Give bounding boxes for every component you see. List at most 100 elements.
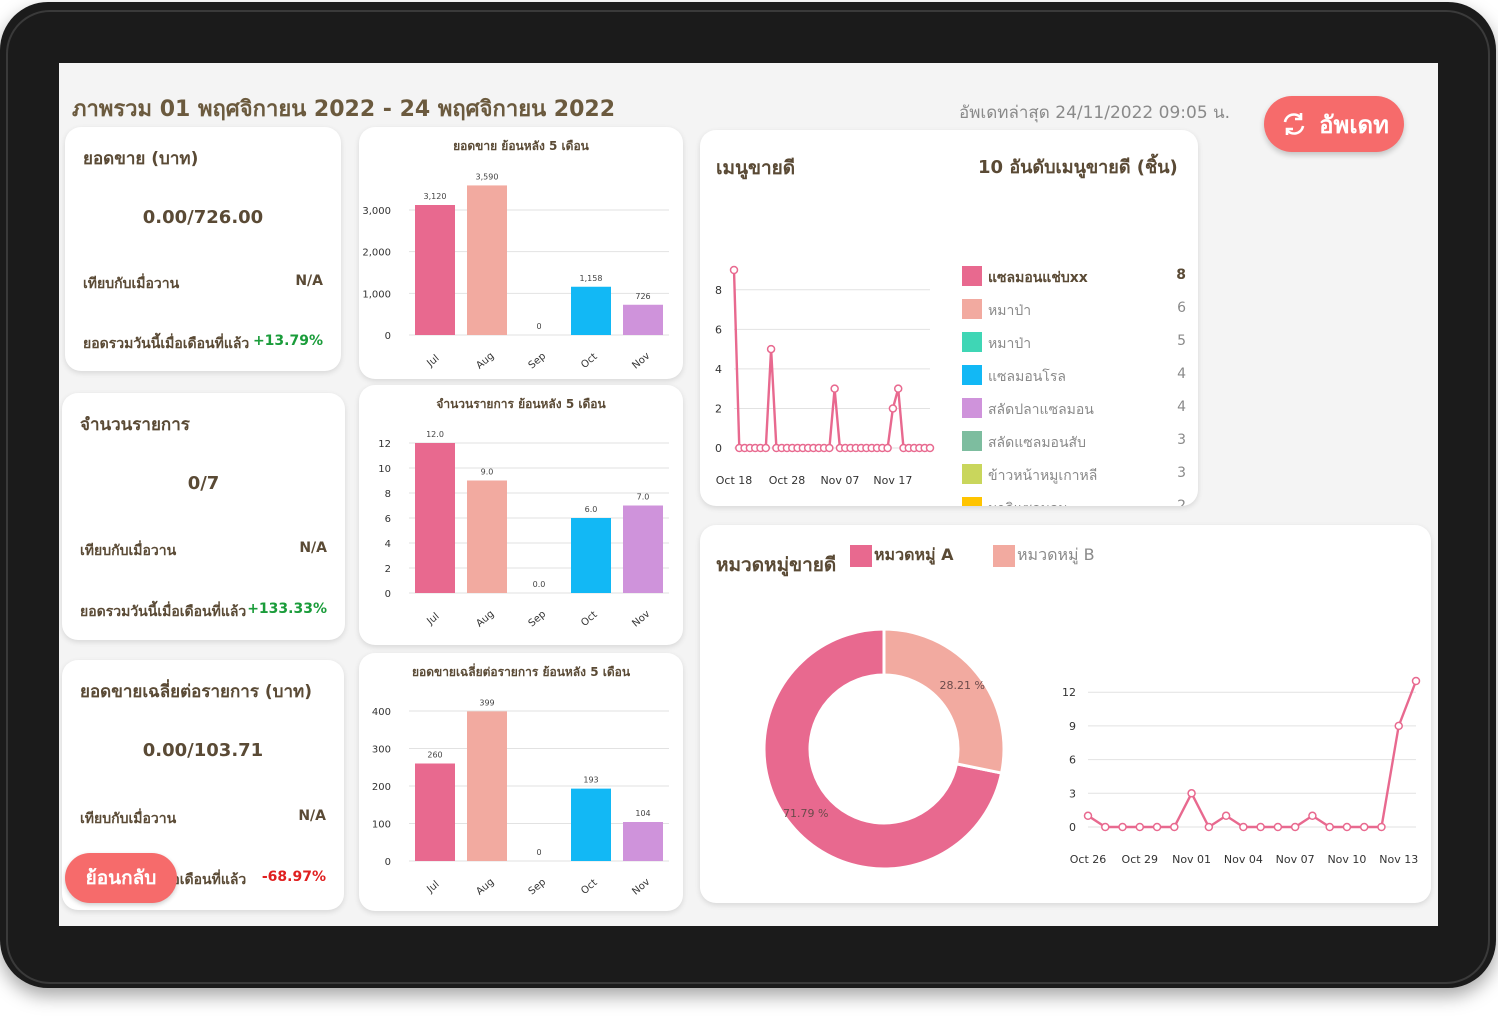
bar-jul [415,763,455,861]
menu-item-name: หมาป่า [988,303,1032,319]
menu-item-name: สลัดปลาแซลมอน [988,402,1094,418]
menu-item-name: แซลมอนแช่บxx [988,270,1088,286]
x-tick-label: Sep [527,351,549,372]
data-point [1118,822,1127,832]
data-label: 1,158 [580,274,603,283]
data-point [1308,811,1317,821]
y-tick-label: 9 [1069,720,1076,733]
legend-swatch-b [993,544,1015,567]
data-point [766,344,776,354]
data-label: 12.0 [426,430,444,439]
top-menu-item[interactable]: ข้าวหน้าหมูเกาหลี 3 [962,462,1186,486]
refresh-button[interactable]: อัพเดท [1264,96,1404,152]
bar-jul [415,443,455,593]
kpi-compare-value: N/A [299,540,327,556]
y-tick-label: 3 [1069,787,1076,800]
x-tick-label: Oct [579,877,599,897]
menu-item-swatch [962,365,982,385]
x-tick-label: Jul [424,879,441,896]
menu-item-swatch [962,332,982,352]
bar-oct [571,518,611,593]
kpi-compare-row: เทียบกับเมื่อวาน N/A [83,273,323,295]
top-menu-item[interactable]: แซลมอนแช่บxx 8 [962,264,1186,288]
bar-chart-sales: 0 1,000 2,000 3,000 3,120 Jul 3,590 Aug 0 Sep 1,15… [362,172,669,372]
data-point [761,443,771,453]
data-point [1221,811,1231,821]
data-point [883,443,892,453]
slice-label: 71.79 % [783,807,828,820]
top-menu-item[interactable]: หมาป่า 6 [962,297,1186,321]
top-menu-card: เมนูขายดี 10 อันดับเมนูขายดี (ชิ้น) 0 2 4 6… [700,130,1198,506]
top-menu-section-title: เมนูขายดี [716,157,796,179]
donut-slice [762,627,1004,871]
kpi-month-row: ยอดรวมวันนี้เมื่อเดือนที่แล้ว +13.79% [83,333,323,355]
x-tick-label: Nov 13 [1379,853,1418,866]
menu-item-name: แซลมอนโรล [988,369,1066,385]
x-tick-label: Jul [424,611,441,628]
data-point [1135,822,1145,832]
legend-swatch-a [850,544,872,567]
data-point [1377,822,1386,832]
menu-item-count: 3 [1177,465,1186,481]
menu-item-count: 8 [1176,267,1186,283]
y-tick-label: 0 [385,857,391,868]
kpi-value: 0.00/103.71 [142,740,264,761]
bar-nov [623,822,663,861]
menu-item-swatch [962,497,982,506]
kpi-compare-value: N/A [298,808,326,824]
data-point [1239,822,1248,832]
y-tick-label: 200 [372,782,391,793]
bar-aug [467,480,507,593]
x-tick-label: Oct 28 [769,474,806,487]
last-updated: อัพเดทล่าสุด 24/11/2022 09:05 น. [959,103,1231,123]
x-tick-label: Sep [527,877,549,898]
menu-item-name: มากิแซลมอน [988,498,1068,506]
menu-item-swatch [962,464,982,484]
bar-chart-card-sales: ยอดขาย ย้อนหลัง 5 เดือน 0 1,000 2,000 3,000… [359,127,683,379]
back-button[interactable]: ย้อนกลับ [65,853,177,903]
data-point [1273,822,1283,832]
x-tick-label: Nov 04 [1224,853,1263,866]
top-menu-item[interactable]: สลัดแซลมอนสับ 3 [962,429,1186,453]
x-tick-label: Nov 07 [820,474,859,487]
refresh-label: อัพเดท [1319,110,1389,139]
y-tick-label: 10 [378,464,391,475]
menu-item-swatch [962,431,982,451]
y-tick-label: 8 [715,284,722,297]
kpi-compare-label: เทียบกับเมื่อวาน [80,811,177,827]
data-point [1083,811,1093,821]
legend-category-a[interactable]: หมวดหมู่ A [850,543,954,568]
bar-chart-orders: 0 2 4 6 8 10 12 12.0 Jul 9.0 Aug 0.0 Sep 6.0 Oct 7.0 Nov [378,430,669,630]
data-label: 0.0 [533,580,546,589]
data-point [830,384,839,393]
chart-title: ยอดขายเฉลี่ยต่อรายการ ย้อนหลัง 5 เดือน [411,665,631,679]
menu-item-swatch [962,398,982,418]
legend-label-a: หมวดหมู่ A [874,545,954,564]
kpi-month-label: ยอดรวมวันนี้เมื่อเดือนที่แล้ว [83,336,250,352]
y-tick-label: 0 [1069,821,1076,834]
data-point [825,443,834,453]
kpi-compare-row: เทียบกับเมื่อวาน N/A [80,808,326,830]
dashboard-screen: ภาพรวม 01 พฤศจิกายน 2022 - 24 พฤศจิกายน … [59,63,1438,926]
menu-item-name: ข้าวหน้าหมูเกาหลี [988,468,1098,484]
y-tick-label: 400 [372,707,391,718]
bar-nov [623,304,663,335]
data-point [1152,822,1162,832]
kpi-value: 0.00/726.00 [142,207,264,228]
top-menu-item[interactable]: แซลมอนโรล 4 [962,363,1186,387]
kpi-month-value: +133.33% [247,601,327,617]
kpi-compare-value: N/A [295,273,323,289]
top-menu-item[interactable]: หมาป่า 5 [962,330,1186,354]
y-tick-label: 12 [1062,686,1076,699]
legend-category-b[interactable]: หมวดหมู่ B [993,543,1095,568]
x-tick-label: Oct 26 [1070,853,1107,866]
kpi-month-row: ยอดรวมวันนี้เมื่อเดือนที่แล้ว +133.33% [80,601,327,623]
top-menu-item[interactable]: มากิแซลมอน 2 [962,495,1186,506]
bar-oct [571,788,611,861]
x-tick-label: Sep [527,609,549,630]
top-menu-item[interactable]: สลัดปลาแซลมอน 4 [962,396,1186,420]
data-point [1256,822,1265,832]
kpi-compare-label: เทียบกับเมื่อวาน [80,543,177,559]
y-tick-label: 0 [715,442,722,455]
menu-item-count: 5 [1177,333,1186,349]
